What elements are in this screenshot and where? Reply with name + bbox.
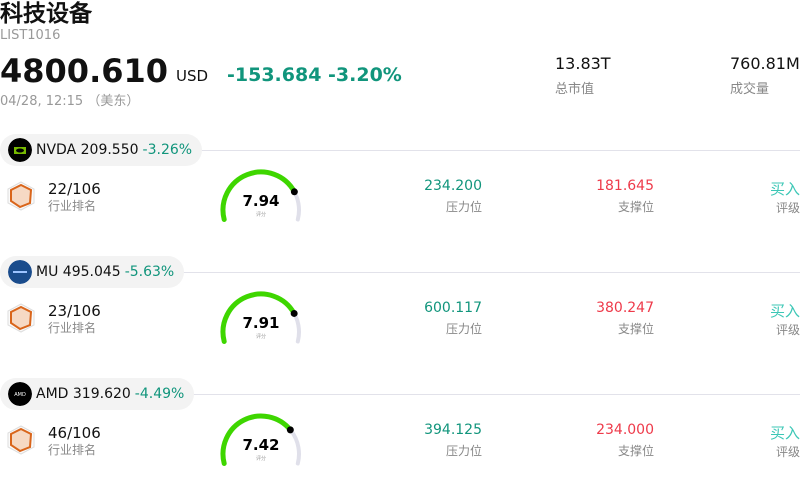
score-label: 评分 — [256, 333, 266, 340]
rating-label: 评级 — [775, 201, 800, 215]
page-title: 科技设备 — [0, 1, 92, 27]
price-change: -153.684 -3.20% — [227, 64, 402, 86]
row-divider — [0, 394, 800, 395]
support-label: 支撑位 — [617, 322, 654, 336]
score-label: 评分 — [256, 211, 266, 218]
amd-logo-icon: AMD — [8, 382, 32, 406]
score-gauge: 7.91 评分 — [220, 291, 301, 344]
stock-change: -5.63% — [124, 264, 175, 280]
micron-logo-icon — [8, 260, 32, 284]
support-label: 支撑位 — [617, 444, 654, 458]
score-label: 评分 — [256, 455, 266, 462]
ticker: NVDA — [36, 142, 77, 158]
support-value: 234.000 — [596, 422, 654, 438]
stock-pill[interactable]: AMD AMD 319.620 -4.49% — [0, 378, 195, 410]
resistance-value: 600.117 — [424, 300, 482, 316]
radar-icon — [7, 303, 35, 333]
resistance-value: 234.200 — [424, 178, 482, 194]
resistance-label: 压力位 — [445, 322, 482, 336]
score-value: 7.91 — [242, 314, 279, 332]
rating-value[interactable]: 买入 — [769, 302, 800, 320]
support-value: 181.645 — [596, 178, 654, 194]
industry-rank: 23/106 — [48, 302, 101, 320]
industry-rank-label: 行业排名 — [48, 321, 97, 335]
rating-label: 评级 — [775, 323, 800, 337]
gauge-fill — [220, 169, 297, 222]
industry-rank: 46/106 — [48, 424, 101, 442]
currency: USD — [176, 67, 209, 85]
list-code: LIST1016 — [0, 28, 61, 43]
market-cap-label: 总市值 — [555, 82, 595, 97]
resistance-value: 394.125 — [424, 422, 482, 438]
stock-price: 319.620 — [72, 386, 131, 402]
nvidia-logo-icon — [8, 138, 32, 162]
row-divider — [0, 272, 800, 273]
volume-value: 760.81M — [730, 54, 800, 73]
gauge-marker — [290, 309, 298, 317]
industry-rank-label: 行业排名 — [48, 443, 97, 457]
rating-value[interactable]: 买入 — [769, 180, 800, 198]
market-cap-value: 13.83T — [555, 54, 611, 73]
rating-label: 评级 — [775, 445, 800, 459]
timestamp: 04/28, 12:15 （美东） — [0, 94, 140, 109]
resistance-label: 压力位 — [445, 444, 482, 458]
support-value: 380.247 — [596, 300, 654, 316]
stock-price: 209.550 — [80, 142, 139, 158]
stock-pill[interactable]: MU 495.045 -5.63% — [0, 256, 185, 288]
score-value: 7.42 — [242, 436, 279, 454]
stock-change: -4.49% — [134, 386, 185, 402]
gauge-marker — [290, 188, 298, 196]
row-divider — [0, 150, 800, 151]
stock-price: 495.045 — [62, 264, 121, 280]
gauge-fill — [220, 291, 297, 344]
rating-value[interactable]: 买入 — [769, 424, 800, 442]
support-label: 支撑位 — [617, 200, 654, 214]
index-price: 4800.610 — [0, 52, 169, 90]
radar-icon — [7, 425, 35, 455]
ticker: AMD — [36, 386, 69, 402]
score-value: 7.94 — [242, 192, 279, 210]
score-gauge: 7.94 评分 — [220, 169, 301, 222]
stock-pill[interactable]: NVDA 209.550 -3.26% — [0, 134, 203, 166]
industry-rank-label: 行业排名 — [48, 199, 97, 213]
volume-label: 成交量 — [730, 82, 770, 97]
gauge-fill — [220, 413, 293, 466]
gauge-marker — [286, 426, 294, 434]
score-gauge: 7.42 评分 — [220, 413, 301, 466]
resistance-label: 压力位 — [445, 200, 482, 214]
ticker: MU — [36, 264, 59, 280]
industry-rank: 22/106 — [48, 180, 101, 198]
radar-icon — [7, 181, 35, 211]
svg-text:AMD: AMD — [14, 392, 26, 398]
stock-change: -3.26% — [142, 142, 193, 158]
